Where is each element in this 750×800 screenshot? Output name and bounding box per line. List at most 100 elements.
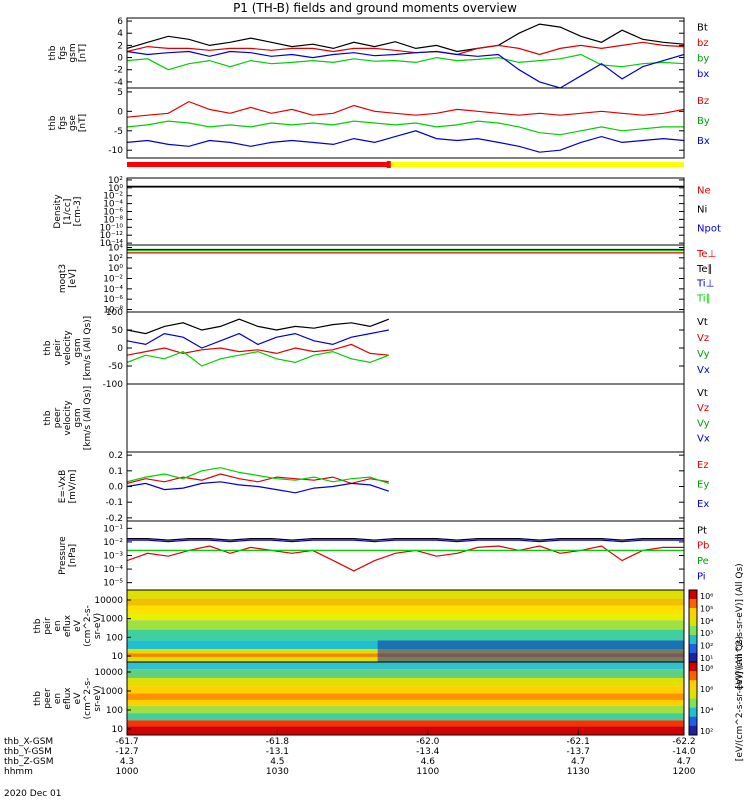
legend-entry: Pe (697, 556, 709, 567)
colorbar-segment (689, 617, 697, 627)
panel-frame (126, 451, 685, 522)
y-axis-label: [eV] (68, 269, 78, 288)
y-axis-label: eflux (63, 687, 73, 710)
legend-entry: Vz (697, 333, 709, 344)
y-tick-label: 2 (117, 41, 123, 51)
legend-entry: Vz (697, 403, 709, 414)
panel-8: 10⁻¹ 10⁻² 10⁻³ 10⁻⁴ 10⁻⁵ Pressure [nPa] Pt Pb Pe P… (58, 520, 709, 591)
x-axis-tick-label: -62.0 (416, 737, 440, 747)
series-line-pt (127, 538, 684, 541)
y-axis-label: peer (53, 407, 63, 428)
y-axis-label: thb (43, 340, 53, 355)
y-tick-label: -0.2 (105, 514, 123, 524)
series-line-bx (126, 130, 685, 153)
y-tick-label: -5 (114, 127, 123, 137)
y-tick-label: 10⁻⁴ (103, 200, 123, 210)
colorbar-tick-label: 10² (700, 727, 713, 736)
spectrogram-band (127, 605, 684, 614)
y-tick-label: 0 (117, 344, 123, 354)
plot-title: P1 (TH-B) fields and ground moments over… (233, 1, 517, 15)
y-tick-label: 10⁻² (103, 538, 123, 548)
series-line-bt (126, 23, 685, 53)
colorbar-segment (689, 644, 697, 654)
colorbar-label: [eV/(cm^2-s-sr-eV)] (All Qs) (735, 636, 745, 761)
y-axis-label: E=-VxB (58, 470, 68, 504)
series-line-ex (126, 481, 389, 494)
y-tick-label: 10⁻² (103, 275, 123, 285)
y-tick-label: 10⁴ (108, 243, 123, 253)
colorbar-segment (689, 716, 697, 727)
legend-entry: Ex (697, 499, 709, 510)
x-axis-tick-label: -62.1 (567, 737, 590, 747)
spectrogram-band (127, 693, 684, 700)
panel-frame (126, 383, 685, 453)
panel-2: 5 0 -5 -10 thb fgs gse [nT] Bz By Bx (48, 87, 710, 159)
y-tick-label: 10⁻⁴ (103, 565, 123, 575)
colorbar-segment (689, 725, 697, 736)
y-tick-label: 10⁻⁸ (103, 215, 123, 225)
colorbar-segment (689, 680, 697, 690)
colorbar-tick-label: 10⁶ (700, 592, 713, 601)
legend-entry: bx (697, 69, 709, 80)
y-axis-label: thb (48, 115, 58, 130)
y-axis-label: sr-eV) (93, 613, 103, 639)
legend-entry: Ti⊥ (696, 279, 714, 290)
y-axis-label: (cm^2-s- (83, 678, 93, 720)
series-line-bx (126, 50, 685, 89)
y-tick-label: 10⁻² (103, 192, 123, 202)
y-tick-label: 0.2 (109, 451, 123, 461)
y-axis-label: eV (73, 692, 83, 705)
flags-bar-marker (386, 161, 391, 168)
legend-entry: By (697, 116, 710, 127)
legend-entry: Bz (697, 96, 709, 107)
legend-entry: Vx (697, 365, 710, 376)
y-tick-label: 1000 (100, 687, 123, 697)
y-axis-label: gse (68, 115, 78, 131)
y-tick-label: 0.1 (109, 467, 123, 477)
x-axis-tick-label: 4.3 (120, 757, 134, 767)
y-tick-label: 10⁰ (108, 184, 123, 194)
panel-9: 10000 1000 100 10 10⁶ 10⁵ 10⁴ 10³ 10² 10¹ [eV/(cm^… (33, 563, 745, 688)
y-axis-label: gsm (68, 43, 78, 62)
y-tick-label: 10⁻¹⁴ (100, 239, 124, 249)
panel-1: 6 4 2 0 -2 -4 thb fgs gsm [nT] Bt bz by bx (48, 17, 709, 89)
series-line-by (126, 120, 684, 136)
y-tick-label: 100 (106, 633, 123, 643)
colorbar-segment (689, 698, 697, 709)
colorbar-tick-label: 10⁶ (700, 685, 713, 694)
y-tick-label: 100 (106, 308, 123, 318)
colorbar-frame (688, 661, 698, 736)
colorbar-tick-label: 10³ (700, 629, 713, 638)
series-line-bz (126, 100, 685, 118)
series-line-by (126, 53, 685, 71)
x-axis-tick-label: 1200 (673, 767, 696, 777)
x-axis-tick-label: -13.7 (567, 747, 590, 757)
spectrogram-band (127, 590, 684, 599)
y-tick-label: 6 (117, 17, 123, 27)
legend-entry: Te∥ (696, 264, 713, 275)
series-line-vy (126, 350, 390, 367)
spectrogram-band (127, 629, 684, 641)
panel-frame (126, 244, 685, 313)
colorbar-segment (689, 653, 697, 663)
colorbar-segment (689, 599, 697, 609)
y-tick-label: 10 (112, 725, 124, 735)
series-line-ez (126, 473, 389, 485)
legend-entry: Pb (697, 541, 709, 552)
legend-entry: Ez (697, 460, 709, 471)
y-tick-label: 10⁰ (108, 264, 123, 274)
colorbar: 10⁶ 10⁵ 10⁴ 10³ 10² 10¹ [eV/(cm^2-s-sr-eV)] (A… (688, 563, 745, 689)
x-axis-tick-label: -61.8 (266, 737, 290, 747)
panel-frame (126, 520, 685, 591)
colorbar-segment (689, 662, 697, 672)
spectrogram-band (127, 669, 684, 679)
legend-entry: Vt (697, 317, 708, 328)
series-line-vt (126, 318, 390, 335)
y-tick-label: 10⁻³ (103, 552, 123, 562)
legend-entry: bz (697, 38, 709, 49)
legend-entry: Npot (697, 224, 721, 235)
colorbar-tick-label: 10⁴ (700, 617, 713, 626)
y-tick-label: 4 (117, 29, 123, 39)
